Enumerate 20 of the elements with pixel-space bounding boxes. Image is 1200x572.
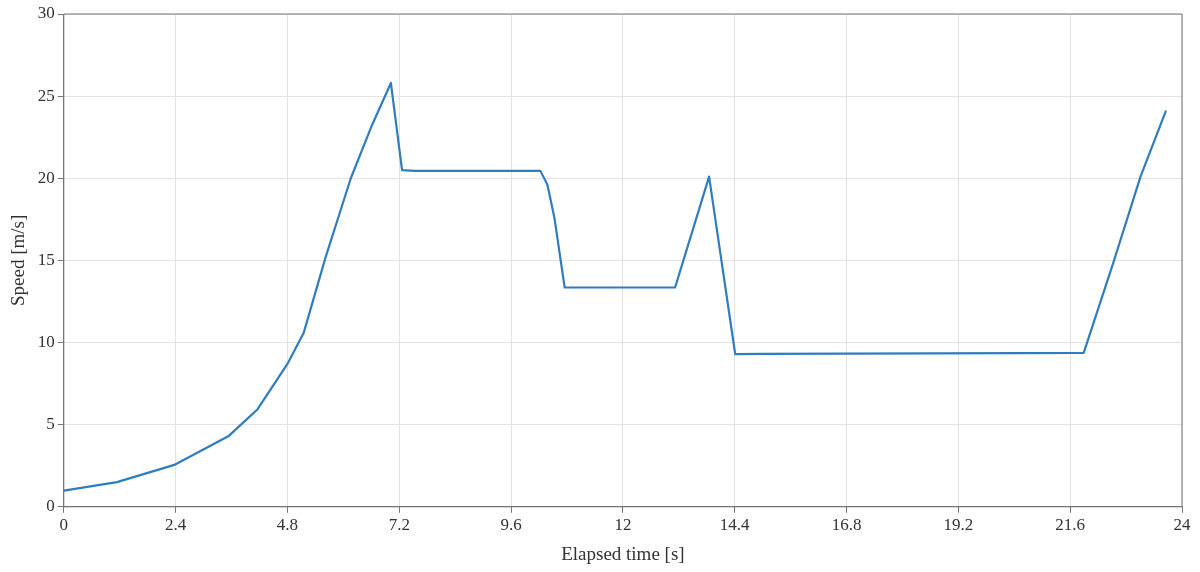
x-tick-label: 14.4 bbox=[719, 515, 751, 535]
x-tick-label: 4.8 bbox=[276, 515, 299, 535]
x-tick-label: 12 bbox=[614, 515, 632, 535]
x-tick-label: 16.8 bbox=[831, 515, 862, 535]
x-tick-label: 21.6 bbox=[1055, 515, 1086, 535]
x-tick-label: 19.2 bbox=[943, 515, 974, 535]
y-tick-label: 0 bbox=[46, 496, 55, 516]
x-tick-label: 0 bbox=[59, 515, 69, 535]
y-tick-label: 15 bbox=[37, 249, 55, 269]
x-tick-label: 7.2 bbox=[388, 515, 410, 535]
y-tick-label: 20 bbox=[37, 167, 55, 187]
y-tick-label: 30 bbox=[37, 3, 55, 23]
x-tick-label: 24 bbox=[1173, 515, 1191, 535]
x-tick-label: 9.6 bbox=[500, 515, 522, 535]
y-tick-label: 10 bbox=[37, 332, 55, 351]
y-tick-label: 25 bbox=[37, 85, 55, 105]
y-tick-label: 5 bbox=[46, 414, 55, 434]
x-axis-title: Elapsed time [s] bbox=[561, 542, 685, 564]
x-tick-label: 2.4 bbox=[164, 515, 187, 535]
y-axis-title: Speed [m/s] bbox=[7, 214, 29, 307]
